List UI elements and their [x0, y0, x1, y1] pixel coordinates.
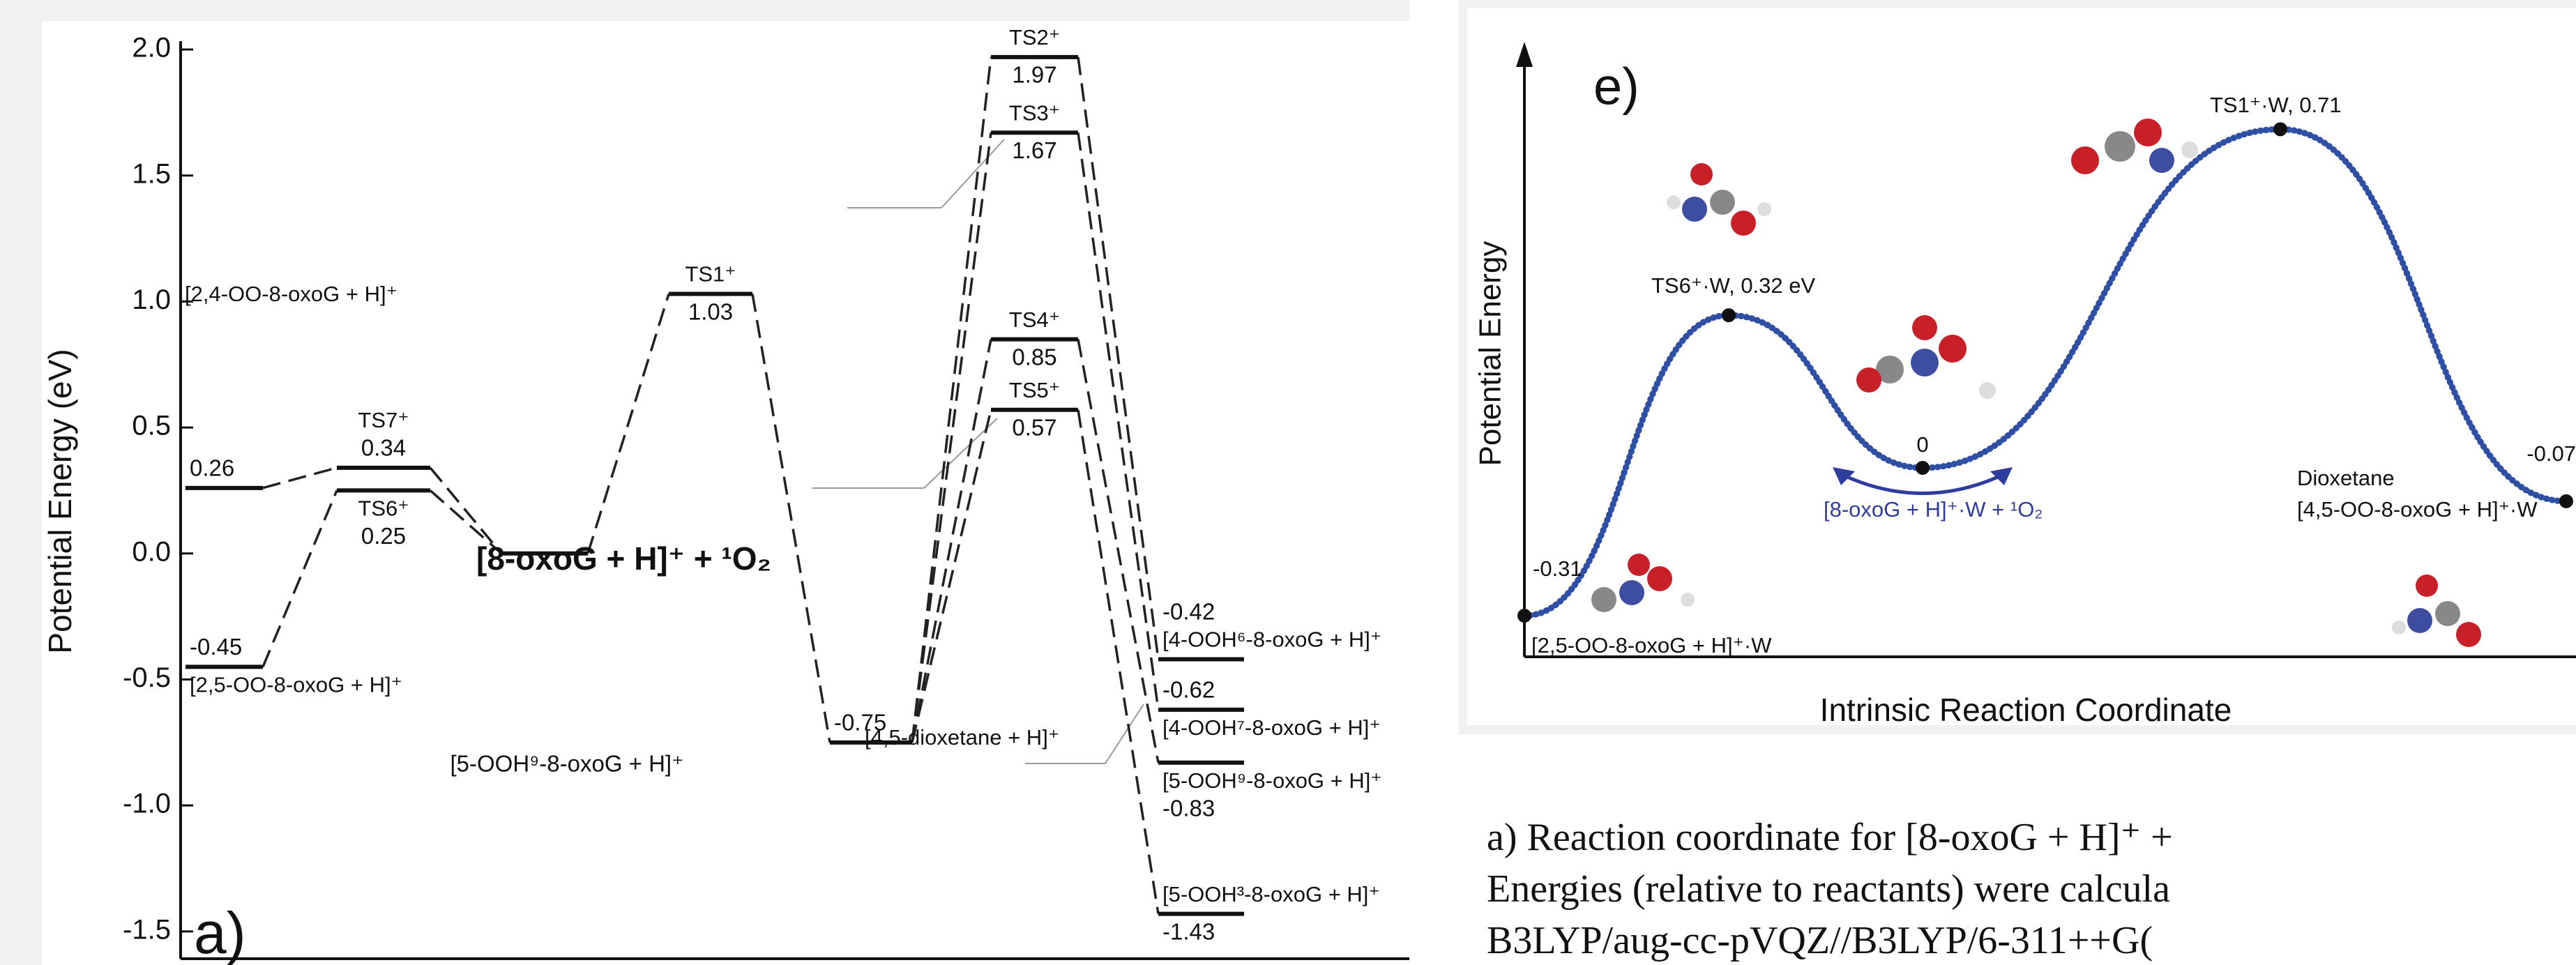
connector — [1077, 339, 1160, 763]
caption-line: a) Reaction coordinate for [8-oxoG + H]⁺… — [1487, 816, 2173, 859]
point-label: 0 — [1916, 432, 1928, 457]
y-tick-label: -1.5 — [123, 914, 171, 945]
level-value: -0.83 — [1162, 795, 1215, 821]
connector — [262, 466, 338, 489]
point-label: TS6⁺·W, 0.32 eV — [1651, 273, 1816, 298]
connector — [911, 339, 992, 743]
level-name: TS4⁺ — [1009, 307, 1060, 332]
connector — [429, 466, 503, 554]
point-label: -0.07 — [2526, 441, 2576, 466]
level-name: TS7⁺ — [358, 408, 409, 432]
arrowhead — [1833, 467, 1855, 485]
y-axis-label: Potential Energy (eV) — [42, 349, 78, 653]
arrow — [1840, 472, 2006, 495]
molecule — [2071, 119, 2198, 174]
annotation: Dioxetane — [2297, 466, 2395, 490]
level-value: 0.57 — [1012, 415, 1056, 441]
level-name: TS5⁺ — [1009, 378, 1060, 402]
point-label: TS1⁺·W, 0.71 — [2210, 93, 2342, 117]
level-name: TS1⁺ — [685, 262, 736, 287]
molecule — [1856, 315, 1996, 399]
stationary-point — [1916, 461, 1930, 475]
level-value: 0.34 — [361, 435, 406, 461]
panel-e-plot-area — [1467, 8, 2576, 725]
level-value: 0.85 — [1012, 344, 1056, 370]
level-value: 0.25 — [361, 523, 406, 549]
connector — [1077, 132, 1160, 711]
level-value: 1.97 — [1012, 62, 1056, 88]
y-tick-label: 0.0 — [132, 536, 171, 567]
y-tick-label: 0.5 — [132, 411, 171, 441]
stationary-point — [1722, 308, 1736, 323]
connector — [911, 56, 992, 743]
y-tick-label: -0.5 — [123, 662, 171, 693]
leader-line — [941, 139, 1005, 208]
level-name: [2,4-OO-8-oxoG + H]⁺ — [185, 282, 397, 306]
annotation: [4,5-OO-8-oxoG + H]⁺·W — [2297, 497, 2538, 522]
level-name: [8-oxoG + H]⁺ + ¹O₂ — [476, 540, 771, 577]
stationary-point — [2559, 494, 2573, 508]
level-value: 0.26 — [190, 455, 234, 481]
connector — [262, 489, 338, 668]
level-name: [4-OOH⁶-8-oxoG + H]⁺ — [1162, 628, 1381, 652]
connector — [429, 489, 503, 555]
stationary-point — [1517, 609, 1531, 623]
molecule-models — [1591, 119, 2481, 647]
panel-label: a) — [194, 900, 246, 965]
connector — [1077, 56, 1160, 660]
annotation: [5-OOH⁹-8-oxoG + H]⁺ — [450, 751, 683, 777]
molecule — [2392, 575, 2481, 647]
molecule — [1667, 163, 1771, 236]
level-value: -0.62 — [1162, 677, 1215, 703]
level-name: TS6⁺ — [358, 496, 409, 521]
level-value: 1.03 — [688, 298, 733, 324]
connector — [751, 294, 831, 743]
connector — [911, 132, 992, 743]
level-name: TS2⁺ — [1009, 25, 1060, 50]
level-name: TS3⁺ — [1009, 100, 1060, 125]
connector — [1077, 409, 1160, 914]
level-name: [4,5-dioxetane + H]⁺ — [865, 725, 1059, 750]
level-name: [4-OOH⁷-8-oxoG + H]⁺ — [1162, 715, 1381, 740]
arrowhead — [1990, 467, 2013, 485]
point-label: -0.31 — [1533, 556, 1582, 581]
level-name: [5-OOH³-8-oxoG + H]⁺ — [1162, 882, 1380, 906]
leader-line — [1105, 704, 1144, 764]
connector — [586, 294, 670, 554]
y-tick-label: 1.5 — [132, 158, 171, 189]
level-name: [2,5-OO-8-oxoG + H]⁺ — [190, 673, 402, 697]
y-tick-label: -1.0 — [123, 789, 171, 819]
level-value: -1.43 — [1162, 918, 1215, 944]
connector — [911, 409, 992, 743]
annotation: [8-oxoG + H]⁺·W + ¹O₂ — [1824, 497, 2043, 522]
level-value: -0.42 — [1162, 598, 1215, 624]
annotation: [2,5-OO-8-oxoG + H]⁺·W — [1531, 633, 1772, 658]
level-value: -0.45 — [190, 634, 242, 660]
y-axis-arrow — [1516, 42, 1533, 67]
caption-line: Energies (relative to reactants) were ca… — [1487, 867, 2170, 911]
panel-a-plot-area — [42, 21, 1409, 965]
molecule — [1591, 554, 1695, 612]
level-value: -0.75 — [834, 710, 886, 736]
panel-label: e) — [1593, 58, 1639, 116]
x-axis-label: Intrinsic Reaction Coordinate — [1820, 692, 2232, 728]
caption-line: B3LYP/aug-cc-pVQZ//B3LYP/6-311++G( — [1487, 919, 2153, 962]
y-tick-label: 1.0 — [132, 284, 171, 315]
level-value: 1.67 — [1012, 137, 1056, 163]
stationary-point — [2273, 122, 2287, 137]
y-axis-label: Potential Energy — [1473, 241, 1508, 466]
level-name: [5-OOH⁹-8-oxoG + H]⁺ — [1162, 768, 1382, 793]
y-tick-label: 2.0 — [132, 33, 171, 63]
irc-curve-core — [1524, 128, 2567, 618]
